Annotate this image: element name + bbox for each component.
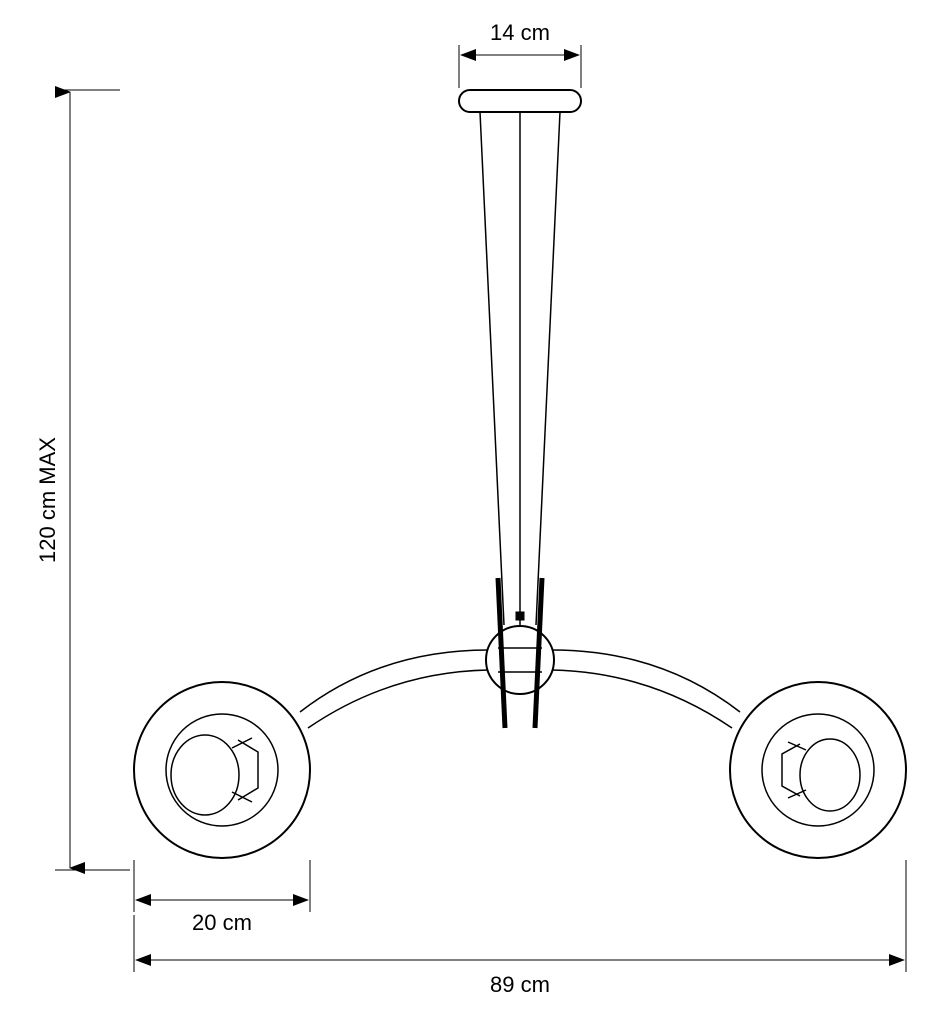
- dim-total-height-label: 120 cm MAX: [35, 437, 60, 563]
- rodcap-right: [535, 578, 542, 728]
- dim-total-width-label: 89 cm: [490, 972, 550, 997]
- dim-canopy-width-label: 14 cm: [490, 20, 550, 45]
- dim-total-height: 120 cm MAX: [35, 90, 130, 870]
- dim-globe-diameter: 20 cm: [134, 860, 310, 935]
- dim-canopy-width: 14 cm: [459, 20, 581, 88]
- globe-left: [134, 682, 310, 858]
- globe-right: [730, 682, 906, 858]
- center-sphere: [486, 626, 554, 694]
- rod-left: [480, 112, 504, 625]
- dimension-diagram: 120 cm MAX 14 cm: [0, 0, 950, 1020]
- arm-right: [552, 650, 740, 728]
- center-rod-nub: [516, 612, 524, 620]
- lamp-fixture: [134, 90, 906, 858]
- canopy: [459, 90, 581, 112]
- rodcap-left: [498, 578, 505, 728]
- arm-left: [300, 650, 488, 728]
- rod-right: [536, 112, 560, 625]
- dim-globe-diameter-label: 20 cm: [192, 910, 252, 935]
